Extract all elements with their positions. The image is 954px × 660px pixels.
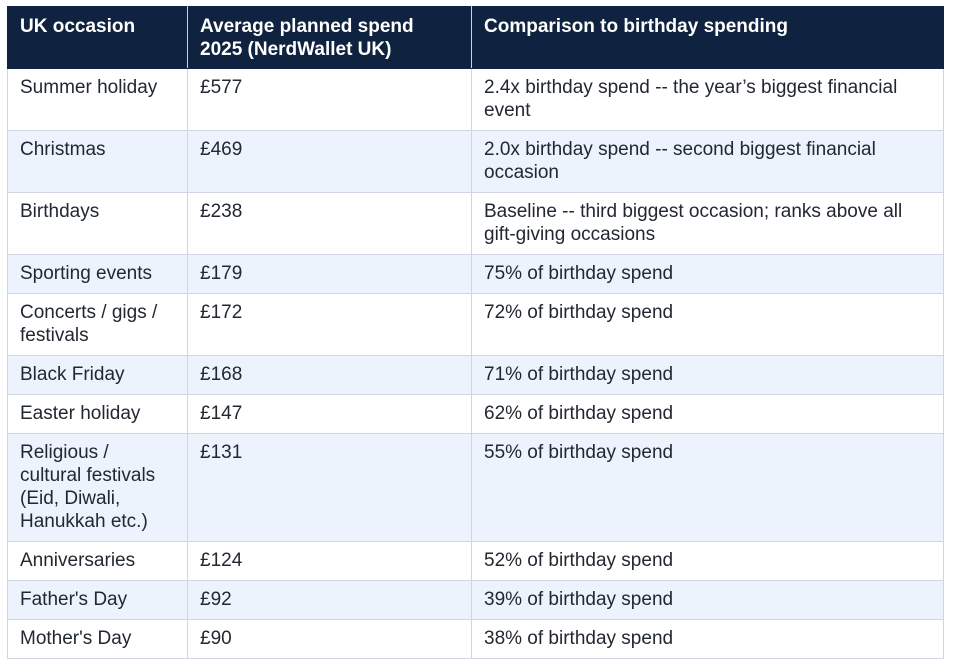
cell-comparison: 71% of birthday spend (471, 355, 944, 395)
table-row: Mother's Day £90 38% of birthday spend (7, 619, 944, 659)
header-comparison: Comparison to birthday spending (471, 6, 944, 69)
table-row: Easter holiday £147 62% of birthday spen… (7, 394, 944, 434)
cell-comparison: 39% of birthday spend (471, 580, 944, 620)
cell-spend: £147 (187, 394, 472, 434)
table-row: Christmas £469 2.0x birthday spend -- se… (7, 130, 944, 193)
cell-occasion: Father's Day (7, 580, 188, 620)
cell-comparison: 52% of birthday spend (471, 541, 944, 581)
table-row: Religious / cultural festivals (Eid, Diw… (7, 433, 944, 542)
table-row: Summer holiday £577 2.4x birthday spend … (7, 68, 944, 131)
cell-occasion: Black Friday (7, 355, 188, 395)
table-row: Anniversaries £124 52% of birthday spend (7, 541, 944, 581)
header-spend: Average planned spend 2025 (NerdWallet U… (187, 6, 472, 69)
cell-occasion: Christmas (7, 130, 188, 193)
cell-spend: £131 (187, 433, 472, 542)
cell-comparison: 2.4x birthday spend -- the year’s bigges… (471, 68, 944, 131)
occasion-spend-table: UK occasion Average planned spend 2025 (… (7, 6, 944, 659)
cell-spend: £90 (187, 619, 472, 659)
cell-spend: £92 (187, 580, 472, 620)
cell-spend: £238 (187, 192, 472, 255)
cell-comparison: 2.0x birthday spend -- second biggest fi… (471, 130, 944, 193)
cell-occasion: Easter holiday (7, 394, 188, 434)
cell-occasion: Sporting events (7, 254, 188, 294)
header-row: UK occasion Average planned spend 2025 (… (7, 6, 944, 69)
cell-comparison: 75% of birthday spend (471, 254, 944, 294)
cell-comparison: 38% of birthday spend (471, 619, 944, 659)
cell-spend: £168 (187, 355, 472, 395)
cell-comparison: 62% of birthday spend (471, 394, 944, 434)
table-body: Summer holiday £577 2.4x birthday spend … (7, 68, 944, 659)
cell-occasion: Mother's Day (7, 619, 188, 659)
cell-spend: £577 (187, 68, 472, 131)
table-row: Father's Day £92 39% of birthday spend (7, 580, 944, 620)
cell-occasion: Anniversaries (7, 541, 188, 581)
cell-comparison: 72% of birthday spend (471, 293, 944, 356)
cell-occasion: Religious / cultural festivals (Eid, Diw… (7, 433, 188, 542)
table-row: Sporting events £179 75% of birthday spe… (7, 254, 944, 294)
cell-spend: £124 (187, 541, 472, 581)
cell-occasion: Concerts / gigs / festivals (7, 293, 188, 356)
cell-comparison: 55% of birthday spend (471, 433, 944, 542)
cell-spend: £172 (187, 293, 472, 356)
cell-occasion: Birthdays (7, 192, 188, 255)
cell-occasion: Summer holiday (7, 68, 188, 131)
table-row: Concerts / gigs / festivals £172 72% of … (7, 293, 944, 356)
table-row: Black Friday £168 71% of birthday spend (7, 355, 944, 395)
cell-spend: £179 (187, 254, 472, 294)
table-header: UK occasion Average planned spend 2025 (… (7, 6, 944, 69)
cell-spend: £469 (187, 130, 472, 193)
header-occasion: UK occasion (7, 6, 188, 69)
cell-comparison: Baseline -- third biggest occasion; rank… (471, 192, 944, 255)
table-row: Birthdays £238 Baseline -- third biggest… (7, 192, 944, 255)
